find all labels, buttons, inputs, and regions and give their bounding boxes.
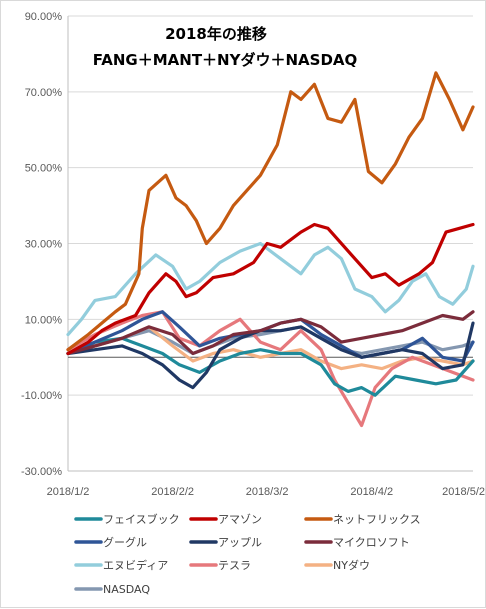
legend-label: ネットフリックス [333,513,421,526]
x-tick-label: 2018/1/2 [47,486,90,498]
y-tick-label: 10.00% [25,314,63,326]
series-line [66,321,475,390]
legend-label: マイクロソフト [333,536,410,549]
legend-label: アマゾン [218,513,262,526]
legend-label: グーグル [103,535,147,549]
x-tick-label: 2018/2/2 [151,486,194,498]
series-line [66,310,475,428]
y-tick-label: 90.00% [25,11,63,23]
x-axis-ticks: 2018/1/2 2018/2/2 2018/3/2 2018/4/2 2018/5/2 [47,486,485,498]
series-line [66,336,475,397]
series-line [66,222,475,356]
x-tick-label: 2018/4/2 [350,486,393,498]
legend-label: フェイスブック [103,512,180,526]
legend-label: テスラ [218,559,251,572]
x-tick-label: 2018/3/2 [246,486,289,498]
chart-title-line: FANG＋MANT＋NYダウ＋NASDAQ [93,51,358,69]
legend-label: NYダウ [333,558,370,572]
chart-title-line: 2018年の推移 [165,25,267,43]
series-line [66,71,475,352]
legend-label: NASDAQ [103,583,150,596]
series-line [66,310,475,356]
y-tick-label: -10.00% [21,390,62,402]
series-line [66,325,475,371]
y-axis-ticks: -30.00% -10.00% 10.00% 30.00% 50.00% 70.00% 90… [21,11,62,478]
x-tick-label: 2018/5/2 [442,486,485,498]
series-line [66,241,475,337]
y-tick-label: 70.00% [25,87,63,99]
y-tick-label: 50.00% [25,163,63,175]
legend-label: エヌビディア [103,558,168,572]
chart-title: 2018年の推移 FANG＋MANT＋NYダウ＋NASDAQ [93,25,358,69]
y-tick-label: 30.00% [25,239,63,251]
y-tick-label: -30.00% [21,466,62,478]
series-lines [66,71,475,428]
legend-label: アップル [218,536,262,549]
